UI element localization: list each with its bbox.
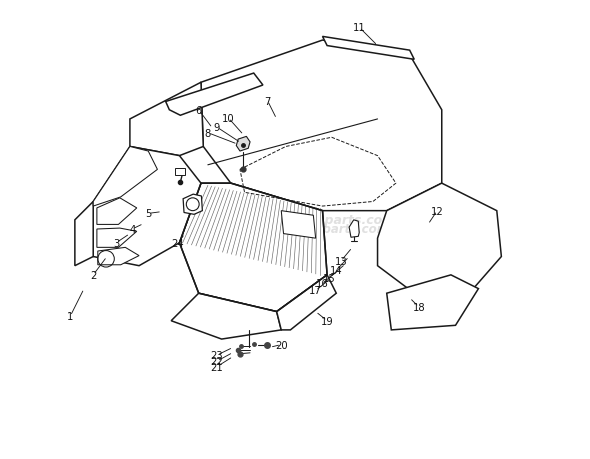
Text: 2: 2: [90, 270, 96, 280]
Polygon shape: [130, 83, 204, 156]
Text: 9: 9: [214, 123, 220, 133]
Polygon shape: [237, 137, 250, 152]
Polygon shape: [171, 294, 281, 339]
Polygon shape: [277, 275, 336, 330]
Text: 13: 13: [335, 257, 347, 267]
Polygon shape: [179, 184, 327, 312]
Bar: [175, 169, 185, 175]
Polygon shape: [98, 248, 139, 265]
Text: 19: 19: [321, 316, 333, 326]
Polygon shape: [349, 220, 359, 238]
Polygon shape: [183, 195, 202, 215]
Polygon shape: [179, 184, 327, 312]
Polygon shape: [323, 37, 414, 60]
Text: 5: 5: [145, 209, 152, 219]
Text: 22: 22: [211, 356, 224, 366]
Text: 12: 12: [431, 206, 444, 216]
Polygon shape: [281, 211, 316, 239]
Text: 6: 6: [195, 106, 202, 116]
Text: 21: 21: [211, 362, 224, 372]
Text: 4: 4: [129, 224, 135, 235]
Polygon shape: [97, 229, 137, 248]
Text: 16: 16: [316, 279, 329, 289]
Text: 20: 20: [275, 340, 287, 350]
Polygon shape: [97, 198, 137, 225]
Polygon shape: [93, 147, 158, 207]
Text: 23: 23: [211, 350, 224, 360]
Text: 10: 10: [222, 114, 235, 124]
Text: 17: 17: [309, 286, 322, 296]
Text: 18: 18: [412, 302, 425, 312]
Text: 1: 1: [67, 312, 74, 321]
Text: 14: 14: [330, 266, 343, 276]
Text: 8: 8: [205, 129, 211, 139]
Text: 15: 15: [323, 273, 336, 283]
Polygon shape: [75, 202, 93, 266]
Text: 24: 24: [172, 238, 184, 248]
Polygon shape: [378, 184, 502, 294]
Polygon shape: [166, 74, 263, 116]
Text: 7: 7: [264, 96, 271, 106]
Text: stevessmallengineparts.com: stevessmallengineparts.com: [200, 223, 390, 236]
Text: 11: 11: [353, 23, 366, 33]
Text: 3: 3: [113, 238, 119, 248]
Text: stevessmallengineparts.com: stevessmallengineparts.com: [194, 214, 396, 227]
Polygon shape: [93, 147, 201, 266]
Polygon shape: [386, 275, 478, 330]
Polygon shape: [201, 41, 442, 211]
